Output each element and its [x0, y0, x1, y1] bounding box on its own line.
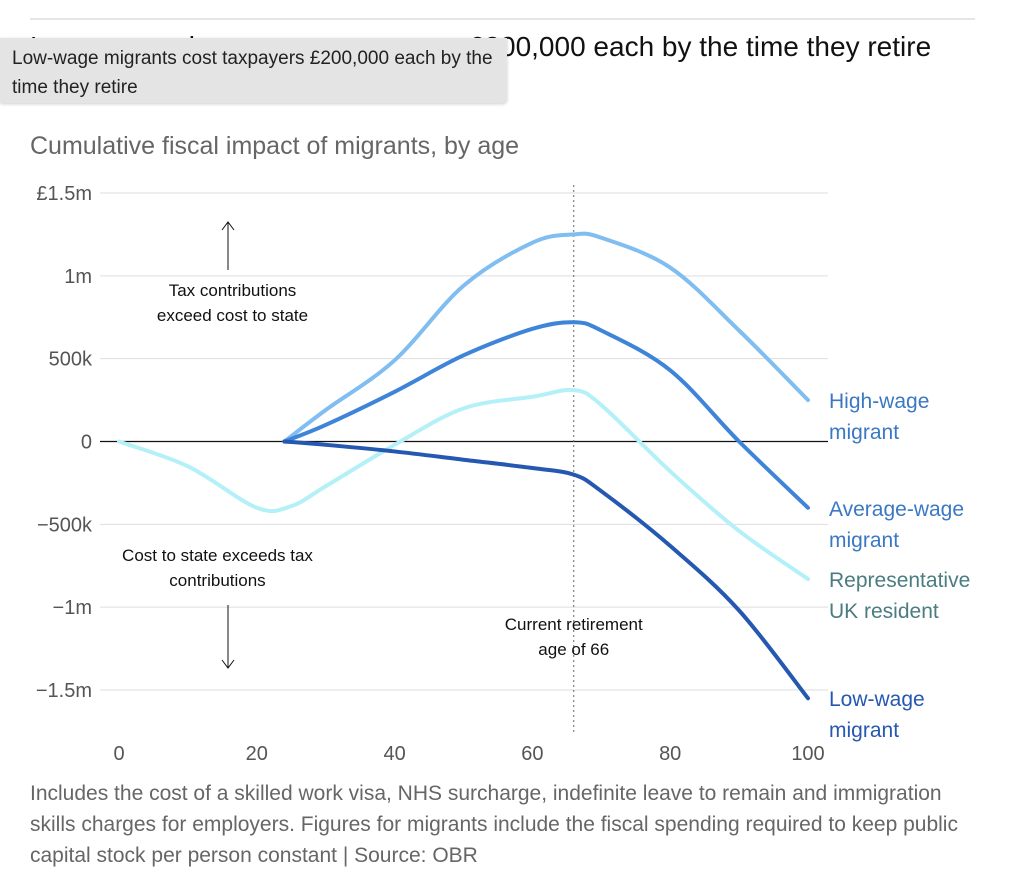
y-tick-label: £1.5m	[36, 183, 92, 205]
x-tick-label: 100	[791, 743, 824, 765]
chart-note: Includes the cost of a skilled work visa…	[30, 782, 958, 867]
y-tick-label: −500k	[37, 514, 93, 536]
series-line	[117, 387, 810, 582]
series-line	[282, 439, 810, 701]
arrow-head	[221, 221, 235, 231]
y-tick-label: 0	[81, 432, 92, 454]
annotation: Cost to state exceeds tax contributions	[122, 546, 313, 590]
y-tick-label: 500k	[49, 349, 93, 371]
series-label: Representative UK resident	[829, 569, 971, 623]
series-line	[282, 231, 810, 444]
series-label: High-wage migrant	[829, 390, 930, 445]
annotation: Tax contributions exceed cost to state	[156, 281, 309, 325]
x-tick-label: 20	[246, 743, 268, 765]
x-tick-label: 60	[521, 743, 543, 765]
arrow-head	[221, 659, 235, 669]
chart-subtitle: Cumulative fiscal impact of migrants, by…	[30, 132, 520, 160]
series-line	[282, 320, 810, 510]
y-tick-label: −1.5m	[36, 680, 92, 702]
series-label: Low-wage migrant	[829, 688, 925, 743]
x-tick-label: 0	[113, 743, 124, 765]
x-tick-label: 80	[659, 743, 681, 765]
y-tick-label: −1m	[53, 597, 92, 619]
tooltip: Low-wage migrants cost taxpayers £200,00…	[0, 38, 507, 103]
series-label: Average-wage migrant	[829, 497, 965, 552]
y-tick-label: 1m	[64, 266, 92, 288]
annotation: Current retirement age of 66	[504, 615, 643, 659]
x-tick-label: 40	[383, 743, 405, 765]
